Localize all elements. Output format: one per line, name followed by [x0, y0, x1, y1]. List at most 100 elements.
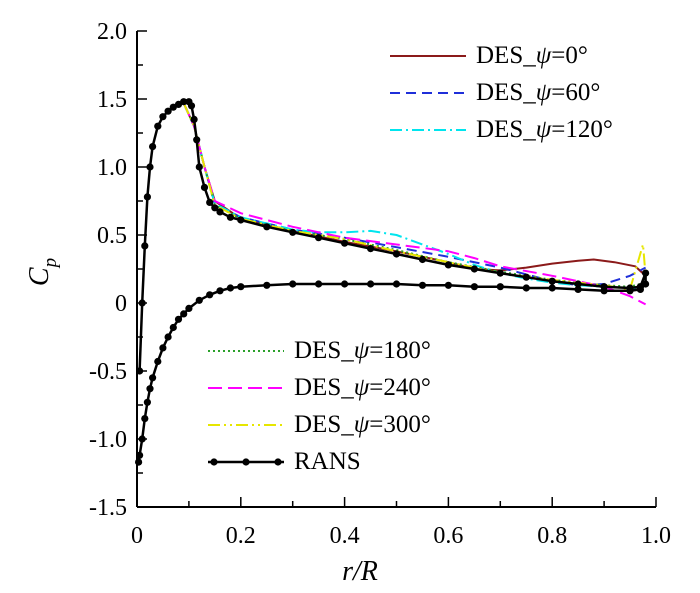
y-tick-label: 0 — [115, 291, 127, 317]
legend-label-greek: ψ — [354, 337, 370, 364]
rans-marker — [367, 280, 375, 288]
legend-label-6: RANS — [294, 448, 361, 475]
rans-marker — [146, 385, 154, 393]
rans-marker — [341, 239, 349, 247]
legend-label-2: DES_ψ=120° — [476, 116, 613, 143]
legend-label-prefix: DES_ — [294, 411, 354, 438]
legend-marker — [274, 458, 282, 466]
rans-marker — [237, 216, 245, 224]
rans-marker — [522, 284, 530, 292]
series-line-4 — [182, 102, 647, 306]
rans-marker — [341, 280, 349, 288]
legend-label-prefix: DES_ — [476, 42, 536, 69]
legend-label-1: DES_ψ=60° — [476, 79, 600, 106]
x-tick-label: 0.8 — [537, 523, 567, 549]
rans-marker — [164, 333, 172, 341]
rans-marker — [149, 374, 157, 382]
rans-marker — [522, 273, 530, 281]
rans-marker — [574, 285, 582, 293]
rans-marker — [600, 287, 608, 295]
rans-marker — [180, 310, 188, 318]
rans-marker — [315, 234, 323, 242]
legend-label-prefix: DES_ — [476, 116, 536, 143]
rans-marker — [211, 204, 219, 212]
x-tick-label: 1.0 — [641, 523, 671, 549]
rans-marker — [159, 113, 167, 121]
rans-marker — [444, 261, 452, 269]
rans-marker — [164, 107, 172, 115]
legend-label-prefix: DES_ — [294, 374, 354, 401]
rans-marker — [226, 284, 234, 292]
legend-label-4: DES_ψ=240° — [294, 374, 431, 401]
y-tick-label: 2.0 — [97, 19, 127, 45]
y-tick-label: -1.5 — [89, 495, 127, 521]
rans-marker — [216, 208, 224, 216]
rans-marker — [392, 250, 401, 258]
legend-marker — [242, 458, 250, 466]
legend-label-suffix: =300° — [369, 411, 431, 438]
legend-label-greek: ψ — [536, 42, 552, 69]
rans-marker — [496, 283, 504, 291]
rans-marker — [642, 280, 650, 288]
rans-marker — [226, 213, 234, 221]
rans-marker — [418, 281, 427, 289]
rans-marker — [418, 255, 427, 264]
legend-label-0: DES_ψ=0° — [476, 42, 588, 69]
rans-marker — [548, 277, 556, 285]
rans-marker — [180, 98, 188, 106]
rans-marker — [206, 291, 214, 299]
rans-marker — [315, 280, 323, 288]
rans-marker — [444, 281, 452, 289]
rans-marker — [154, 122, 162, 130]
rans-marker — [263, 223, 271, 231]
y-axis-title: Cp — [24, 258, 61, 286]
x-axis-title: r/R — [342, 556, 378, 587]
rans-marker — [636, 285, 645, 293]
legend-label-3: DES_ψ=180° — [294, 337, 431, 364]
x-tick-label: 0.4 — [330, 523, 360, 549]
rans-marker — [141, 242, 149, 250]
legend-label-suffix: =120° — [551, 116, 613, 143]
rans-marker — [154, 357, 162, 366]
y-tick-label: 0.5 — [97, 223, 127, 249]
rans-marker — [195, 296, 203, 304]
rans-marker — [149, 143, 157, 151]
rans-marker — [195, 163, 203, 171]
rans-marker — [289, 280, 297, 288]
legend-label-greek: ψ — [354, 411, 370, 438]
y-tick-label: -0.5 — [89, 359, 127, 385]
rans-marker — [392, 280, 401, 288]
rans-marker — [470, 283, 478, 291]
rans-marker — [159, 344, 167, 352]
legend-layer: DES_ψ=0°DES_ψ=60°DES_ψ=120°DES_ψ=180°DES… — [208, 42, 613, 475]
legend-label-suffix: =180° — [369, 337, 431, 364]
legend-label-prefix: DES_ — [476, 79, 536, 106]
rans-marker — [470, 265, 478, 273]
y-tick-label: -1.0 — [89, 427, 127, 453]
rans-marker — [187, 102, 196, 110]
y-tick-label: 1.5 — [97, 87, 127, 113]
rans-marker — [367, 245, 375, 253]
rans-marker — [141, 415, 149, 423]
rans-marker — [190, 115, 198, 123]
rans-marker — [185, 304, 193, 312]
legend-label-prefix: RANS — [294, 448, 361, 475]
y-axis-title-main: C — [24, 267, 55, 286]
legend-label-greek: ψ — [354, 374, 370, 401]
rans-marker — [143, 193, 151, 201]
rans-marker — [642, 269, 650, 277]
rans-marker — [169, 323, 177, 332]
y-tick-label: 1.0 — [97, 155, 127, 181]
y-axis-title-subscript: p — [40, 258, 61, 270]
legend-marker — [210, 458, 218, 466]
rans-marker — [143, 398, 151, 406]
rans-marker — [216, 287, 224, 295]
rans-marker — [626, 287, 634, 295]
rans-marker — [206, 198, 214, 206]
series-line-2 — [182, 102, 646, 291]
rans-marker — [237, 283, 245, 291]
rans-marker — [263, 281, 271, 289]
legend-label-greek: ψ — [536, 116, 552, 143]
rans-marker — [200, 183, 209, 191]
legend-label-5: DES_ψ=300° — [294, 411, 431, 438]
